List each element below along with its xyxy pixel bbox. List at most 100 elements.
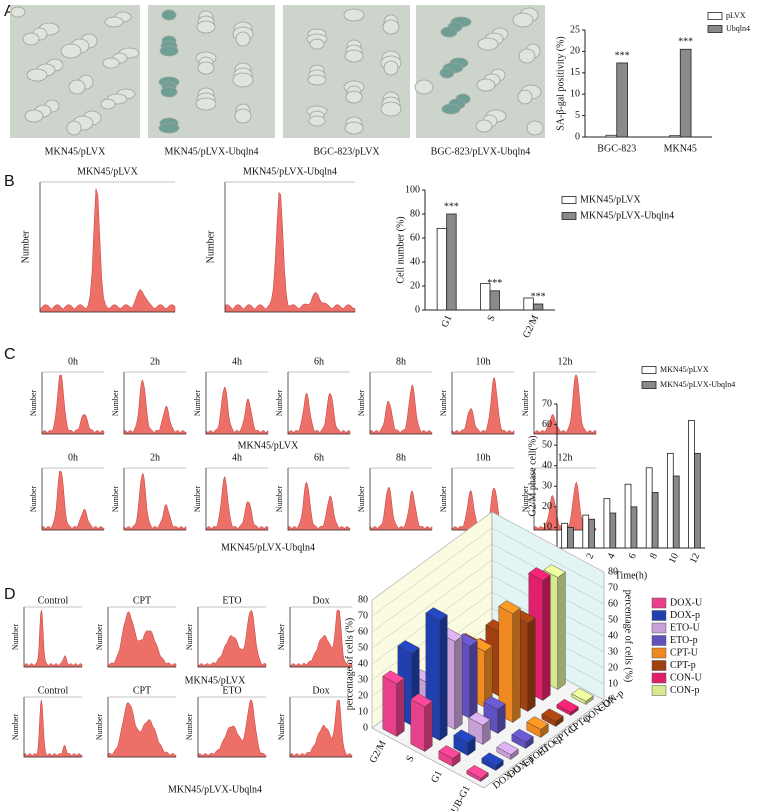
bar-top: [466, 765, 489, 779]
legend-label: ETO-p: [670, 635, 698, 646]
histogram-axes: [23, 607, 82, 668]
bar-top: [382, 670, 405, 684]
legend-label: DOX-p: [670, 610, 700, 621]
y-axis-label: Number: [521, 390, 530, 417]
grid-line: [371, 543, 605, 633]
histogram-axes: [123, 468, 186, 531]
bar-side: [424, 700, 433, 752]
cell: [475, 119, 493, 133]
bar-side: [439, 614, 448, 741]
bar-3d: [481, 752, 504, 771]
z-tick-label: 70: [608, 582, 618, 593]
z-tick-label: 80: [608, 566, 618, 577]
flow-histogram: [197, 606, 267, 668]
cell: [196, 20, 216, 34]
image-caption: MKN45/pLVX-Ubqln4: [164, 146, 258, 157]
histogram-area: [205, 386, 269, 435]
z-tick-label: 0: [608, 694, 613, 705]
y-axis-label: Number: [277, 624, 286, 651]
cell: [440, 26, 458, 38]
bar-3d: [438, 745, 461, 767]
legend-swatch: [651, 622, 667, 634]
micrograph: [414, 5, 545, 138]
legend-swatch: [707, 12, 723, 20]
histogram-area: [107, 702, 177, 758]
bar-top: [498, 600, 521, 614]
y-tick-label: 70: [542, 398, 552, 409]
y-axis-label: Number: [275, 486, 284, 513]
x-tick-label: S: [485, 314, 497, 324]
legend-swatch: [651, 672, 667, 684]
histogram-area: [41, 470, 105, 531]
histogram-area: [289, 609, 353, 668]
bar-front: [382, 675, 397, 737]
x-tick-label: G2/M: [521, 314, 541, 340]
histogram-axes: [369, 372, 432, 435]
cell: [441, 103, 461, 115]
panel-label: C: [4, 346, 16, 363]
cell: [345, 90, 363, 104]
histogram-axes: [107, 697, 176, 758]
y-axis-label: Number: [29, 486, 38, 513]
y-axis-label: Number: [111, 390, 120, 417]
cell: [512, 12, 534, 28]
z-axis-label: percentage of cells (%): [344, 618, 355, 710]
cell: [380, 101, 402, 117]
cell: [161, 9, 177, 21]
bar: [630, 506, 638, 549]
flow-histogram: [107, 606, 177, 668]
flow-histogram: [289, 696, 353, 758]
histogram-axes: [39, 182, 175, 313]
bar-top: [483, 696, 506, 710]
micrograph: [283, 5, 410, 138]
y-tick-label: 0: [575, 131, 580, 142]
bar-3d: [541, 708, 564, 727]
histogram-area: [205, 475, 269, 531]
cell: [26, 68, 48, 82]
y-axis-label: Number: [193, 486, 202, 513]
histogram-area: [197, 609, 267, 668]
histogram-area: [23, 699, 83, 758]
bar-3d: [571, 688, 594, 705]
y-tick-label: 0: [415, 304, 420, 315]
legend-label: CPT-p: [670, 660, 696, 671]
flow-histogram: [287, 371, 351, 435]
histogram-axes: [451, 372, 514, 435]
histogram-area: [224, 191, 356, 313]
cell: [414, 79, 434, 95]
histogram-area: [123, 472, 187, 531]
flow-histogram: [41, 371, 105, 435]
bar-top: [425, 607, 448, 621]
histogram-axes: [23, 697, 82, 758]
bar: [672, 475, 680, 549]
row-label: MKN45/pLVX-Ubqln4: [168, 784, 262, 795]
y-axis-label: Number: [185, 714, 194, 741]
histogram-axes: [197, 607, 266, 668]
bar-top: [541, 708, 564, 722]
histogram-area: [39, 188, 176, 313]
time-label: 0h: [68, 356, 78, 367]
histogram-axes: [369, 468, 432, 531]
cell: [477, 37, 499, 51]
cell: [234, 108, 252, 124]
bar-3d: [526, 716, 549, 738]
grid-line: [371, 575, 605, 665]
histogram-axes: [205, 372, 268, 435]
histogram-area: [287, 392, 351, 435]
histogram-axes: [205, 468, 268, 531]
legend-label: CPT-U: [670, 647, 699, 658]
histogram-area: [287, 481, 351, 531]
z-tick-label: 20: [358, 690, 368, 701]
bar-3d: [511, 728, 534, 749]
flow-histogram: [451, 371, 515, 435]
bar-3d: [466, 765, 489, 782]
legend-swatch: [651, 610, 667, 621]
z-tick-label: 60: [608, 598, 618, 609]
bar: [666, 452, 674, 549]
grid-line: [371, 559, 605, 649]
z-tick-label: 30: [608, 646, 618, 657]
y-tick-label: 60: [542, 419, 552, 430]
time-label: 4h: [232, 356, 242, 367]
bar: [669, 135, 681, 138]
cell: [343, 8, 365, 22]
